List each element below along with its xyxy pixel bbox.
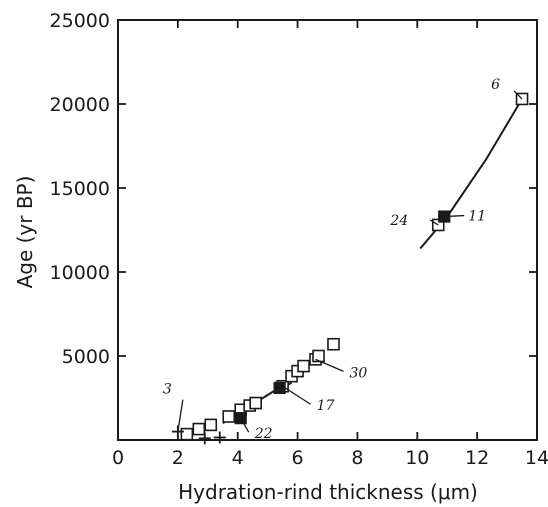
annotation-leader xyxy=(240,417,250,433)
annotation-leader xyxy=(177,399,184,432)
plus-point xyxy=(198,432,211,445)
point-annotation: 22 xyxy=(254,426,273,442)
y-tick-label: 25000 xyxy=(50,10,110,32)
plot-frame xyxy=(117,19,538,441)
open-square-point xyxy=(312,349,325,363)
x-axis-title: Hydration-rind thickness (μm) xyxy=(178,480,478,504)
x-tick-label: 10 xyxy=(405,447,429,469)
x-tick-label: 2 xyxy=(172,447,184,469)
open-square-point xyxy=(222,410,236,423)
y-tick-label: 20000 xyxy=(50,94,110,116)
annotation-leader xyxy=(429,219,439,226)
point-annotation: 6 xyxy=(491,77,500,93)
x-tick-label: 6 xyxy=(292,447,304,469)
point-annotation: 3 xyxy=(163,382,172,398)
filled-square-point xyxy=(273,381,286,395)
point-annotation: 30 xyxy=(350,365,368,381)
annotation-leader xyxy=(282,385,311,405)
x-tick-label: 14 xyxy=(525,447,548,469)
y-axis-title: Age (yr BP) xyxy=(13,176,37,289)
data-markers xyxy=(171,92,529,445)
annotation-leader xyxy=(315,358,344,372)
point-annotations: 3 22 17 30 24 11 6 xyxy=(163,77,523,442)
open-square-point xyxy=(180,427,194,441)
open-square-point xyxy=(192,422,206,436)
annotation-leader xyxy=(513,90,523,100)
y-tick-label: 15000 xyxy=(50,178,110,200)
y-tick-label: 10000 xyxy=(50,262,110,284)
open-square-point xyxy=(204,418,218,432)
x-tick-label: 4 xyxy=(232,447,244,469)
x-tick-label: 12 xyxy=(465,447,489,469)
plus-point xyxy=(213,431,226,444)
annotation-leader xyxy=(444,214,465,218)
open-square-point xyxy=(327,337,340,351)
point-annotation: 17 xyxy=(317,398,335,414)
x-tick-label: 8 xyxy=(351,447,363,469)
y-tick-label: 5000 xyxy=(62,346,110,368)
point-annotation: 11 xyxy=(468,209,486,225)
open-square-point xyxy=(297,359,310,373)
fit-lines xyxy=(222,98,523,425)
fit-line xyxy=(419,98,523,250)
open-square-point xyxy=(249,396,262,410)
x-tick-label: 0 xyxy=(112,447,124,469)
point-annotation: 24 xyxy=(389,213,408,229)
